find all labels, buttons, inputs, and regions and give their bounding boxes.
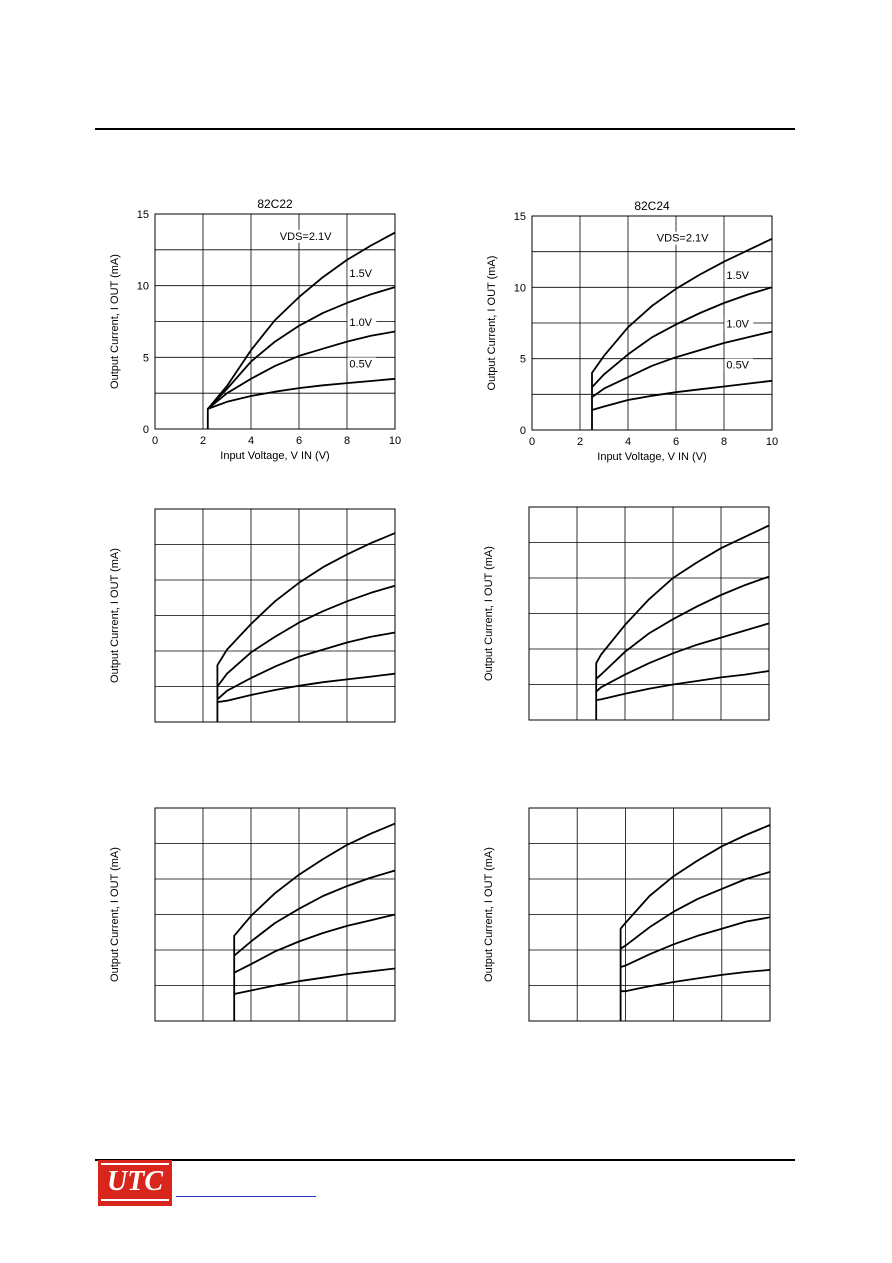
- y-axis-label: Output Current, I OUT (mA): [483, 847, 495, 982]
- series-label-2: 1.5V: [726, 270, 749, 282]
- series-line-4: [596, 670, 770, 701]
- series-line-2: [233, 869, 396, 957]
- top-rule: [95, 128, 795, 130]
- series-label-3: 1.0V: [726, 318, 749, 330]
- x-tick-label: 10: [389, 435, 401, 447]
- series-label-bg: [347, 315, 377, 329]
- series-line-2: [591, 286, 773, 388]
- plot-frame: [154, 508, 396, 723]
- y-axis-label: Output Current, I OUT (mA): [109, 548, 121, 683]
- y-tick-label: 5: [520, 354, 526, 366]
- x-axis-label: Input Voltage, V IN (V): [597, 451, 706, 463]
- series-label-bg: [347, 267, 377, 281]
- series-line-4: [620, 969, 771, 993]
- series-line-3: [620, 916, 771, 968]
- series-label-bg: [347, 357, 377, 371]
- series-line-2: [216, 584, 396, 688]
- series-line-1: [216, 532, 396, 722]
- utc-logo-text: UTC: [101, 1163, 169, 1201]
- y-tick-label: 10: [514, 282, 526, 294]
- x-tick-label: 0: [152, 435, 158, 447]
- series-label-bg: [277, 229, 332, 243]
- series-line-2: [620, 871, 771, 950]
- x-tick-label: 8: [721, 436, 727, 448]
- series-line-3: [216, 631, 396, 700]
- series-label-bg: [724, 358, 754, 372]
- website-link-underline[interactable]: [176, 1196, 316, 1197]
- series-line-4: [217, 672, 396, 703]
- series-label-1: VDS=2.1V: [280, 231, 332, 243]
- x-tick-label: 6: [296, 435, 302, 447]
- series-line-4: [234, 967, 396, 995]
- y-tick-label: 0: [143, 424, 149, 436]
- series-line-2: [207, 286, 396, 410]
- series-line-1: [595, 524, 770, 720]
- x-tick-label: 8: [344, 435, 350, 447]
- series-line-3: [595, 622, 770, 693]
- x-tick-label: 2: [200, 435, 206, 447]
- chart-title: 82C22: [257, 197, 293, 211]
- series-line-4: [207, 377, 396, 410]
- bottom-rule: [95, 1159, 795, 1161]
- x-tick-label: 2: [577, 436, 583, 448]
- x-tick-label: 4: [248, 435, 254, 447]
- series-line-4: [591, 379, 773, 411]
- y-tick-label: 15: [137, 209, 149, 221]
- series-line-3: [233, 913, 396, 974]
- plot-frame: [528, 506, 770, 721]
- x-tick-label: 0: [529, 436, 535, 448]
- y-tick-label: 0: [520, 425, 526, 437]
- series-line-1: [233, 822, 396, 1021]
- series-label-4: 0.5V: [349, 358, 372, 370]
- y-axis-label: Output Current, I OUT (mA): [109, 254, 121, 389]
- series-line-2: [595, 575, 770, 680]
- plot-frame: [154, 213, 396, 430]
- plot-frame: [154, 807, 396, 1022]
- x-axis-label: Input Voltage, V IN (V): [220, 450, 329, 462]
- y-axis-label: Output Current, I OUT (mA): [483, 546, 495, 681]
- plot-frame: [528, 807, 771, 1022]
- x-tick-label: 6: [673, 436, 679, 448]
- plot-frame: [531, 215, 773, 431]
- series-label-bg: [724, 268, 754, 282]
- series-line-3: [591, 330, 773, 398]
- x-tick-label: 4: [625, 436, 631, 448]
- y-axis-label: Output Current, I OUT (mA): [109, 847, 121, 982]
- series-label-bg: [654, 231, 709, 245]
- series-label-4: 0.5V: [726, 360, 749, 372]
- y-tick-label: 5: [143, 352, 149, 364]
- series-label-3: 1.0V: [349, 317, 372, 329]
- y-axis-label: Output Current, I OUT (mA): [486, 256, 498, 391]
- y-tick-label: 15: [514, 211, 526, 223]
- x-tick-label: 10: [766, 436, 778, 448]
- series-line-1: [591, 237, 773, 430]
- series-line-1: [206, 231, 396, 429]
- y-tick-label: 10: [137, 281, 149, 293]
- series-label-bg: [724, 317, 754, 331]
- utc-logo: UTC: [98, 1160, 172, 1206]
- series-label-1: VDS=2.1V: [657, 233, 709, 245]
- chart-title: 82C24: [634, 199, 670, 213]
- series-line-1: [619, 824, 771, 1021]
- series-line-3: [207, 330, 396, 410]
- series-label-2: 1.5V: [349, 268, 372, 280]
